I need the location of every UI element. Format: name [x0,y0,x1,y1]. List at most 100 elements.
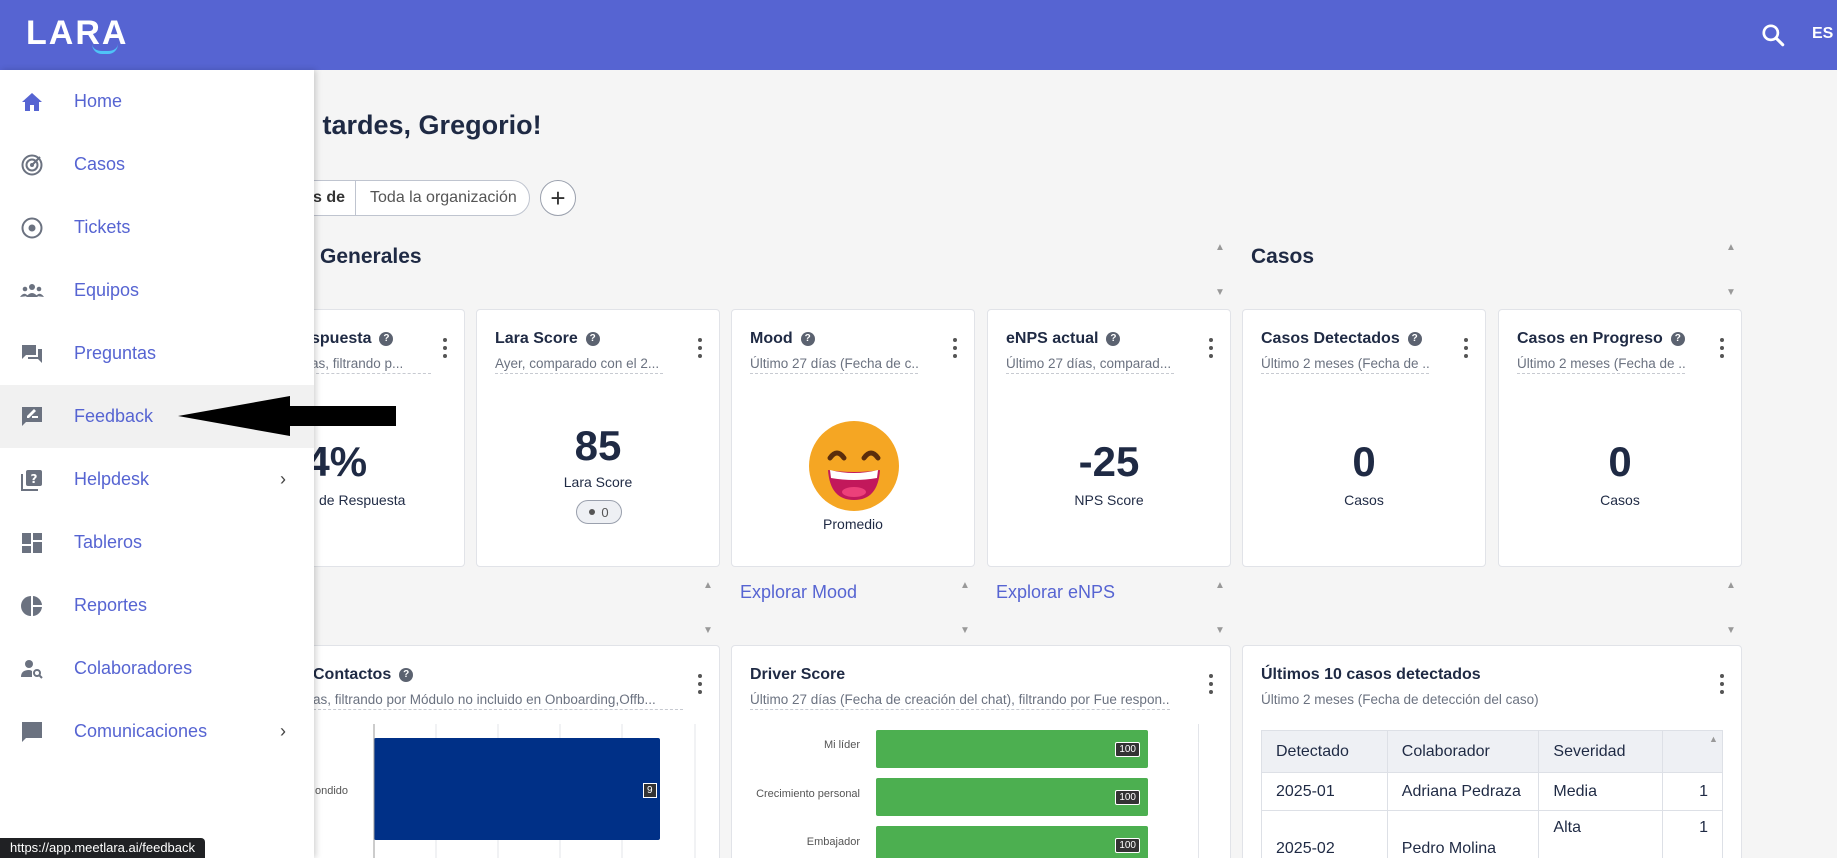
more-options-icon[interactable] [697,674,703,694]
section-scroll-arrows[interactable]: ▲ ▼ [1726,242,1736,298]
help-icon[interactable]: ? [800,332,815,346]
help-icon[interactable]: ? [1670,332,1685,346]
help-icon[interactable]: ? [1106,332,1121,346]
cases-progress-value: 0 [1608,438,1632,485]
card-mood: Mood? Último 27 días (Fecha de c... Prom… [731,309,975,567]
help-icon[interactable]: ? [585,332,600,346]
col-header[interactable]: Colaborador [1386,730,1540,773]
grinning-face-icon [809,421,899,511]
card-title: Últimos 10 casos detectados [1261,666,1481,683]
dashboard-icon [22,532,42,553]
card-subtitle: Último 27 días (Fecha de creación del ch… [750,692,1170,710]
driver-bar-value: 100 [1115,838,1140,853]
card-cases-detected: Casos Detectados? Último 2 meses (Fecha … [1242,309,1486,567]
sidebar-item-label: Equipos [74,280,140,300]
sidebar-item-comunicaciones[interactable]: Comunicaciones › [0,700,314,763]
sidebar-item-home[interactable]: Home [0,70,314,133]
sidebar-item-tickets[interactable]: Tickets [0,196,314,259]
driver-bar: 100 [876,778,1148,816]
section-scroll-arrows[interactable]: ▲ ▼ [1215,242,1225,298]
card-title: Contactos? [313,666,414,684]
cell-severity: Media [1538,772,1664,811]
language-switch[interactable]: ES [1812,25,1834,42]
more-options-icon[interactable] [1208,338,1214,358]
more-options-icon[interactable] [697,338,703,358]
more-options-icon[interactable] [1719,338,1725,358]
card-title: Casos en Progreso? [1517,330,1685,348]
cell-count: 1 [1662,772,1723,811]
sidebar-item-label: Colaboradores [74,658,193,678]
status-bar-url: https://app.meetlara.ai/feedback [0,838,206,858]
table-scroll-up-icon[interactable]: ▲ [1709,734,1718,744]
pie-chart-icon [21,595,42,616]
help-icon[interactable]: ? [1407,332,1422,346]
rate-review-icon [22,406,42,426]
mood-label: Promedio [823,516,883,532]
more-options-icon[interactable] [442,338,448,358]
sidebar-item-reportes[interactable]: Reportes [0,574,314,637]
more-options-icon[interactable] [952,338,958,358]
card-subtitle: Ayer, comparado con el 2... [495,356,663,374]
sidebar-item-tableros[interactable]: Tableros [0,511,314,574]
chevron-right-icon: › [280,721,286,741]
add-filter-button[interactable]: + [540,180,576,216]
driver-bar-value: 100 [1115,742,1140,757]
card-scroll-arrows[interactable]: ▲ ▼ [1726,580,1736,636]
search-icon[interactable] [1760,22,1786,48]
cell-collaborator: Adriana Pedraza [1386,772,1540,811]
driver-bar: 100 [876,730,1148,768]
sidebar-item-label: Helpdesk [74,469,150,489]
table-header-row: Detectado Colaborador Severidad [1261,730,1723,773]
sidebar-item-label: Tableros [74,532,143,552]
dashboard-main: s tardes, Gregorio! s de Toda la organiz… [0,70,1837,858]
col-header [1662,730,1723,773]
sidebar-item-label: Reportes [74,595,148,615]
cell-date: 2025-01 [1261,772,1388,811]
table-row[interactable]: 2025-02 Pedro Molina Alta 1 [1261,810,1723,858]
card-subtitle: Último 2 meses (Fecha de ... [1517,356,1685,374]
card-scroll-arrows[interactable]: ▲ ▼ [960,580,970,636]
enps-label: NPS Score [1074,492,1144,508]
annotation-arrow [178,396,396,436]
filter-scope[interactable]: Toda la organización [370,189,517,206]
card-last-cases: Últimos 10 casos detectados Último 2 mes… [1242,645,1742,858]
card-scroll-arrows[interactable]: ▲ ▼ [703,580,713,636]
card-subtitle: Último 27 días (Fecha de c... [750,356,918,374]
explore-mood-link[interactable]: Explorar Mood [740,582,858,602]
card-title: Lara Score? [495,330,600,348]
more-options-icon[interactable] [1719,674,1725,694]
lara-score-label: Lara Score [563,474,633,490]
card-scroll-arrows[interactable]: ▲ ▼ [1215,580,1225,636]
card-subtitle: Último 2 meses (Fecha de ... [1261,356,1429,374]
table-row[interactable]: 2025-01 Adriana Pedraza Media 1 [1261,772,1723,811]
explore-enps-link[interactable]: Explorar eNPS [996,582,1116,602]
card-title: Mood? [750,330,815,348]
chevron-right-icon: › [280,469,286,489]
message-icon [22,721,42,742]
sidebar-item-colaboradores[interactable]: Colaboradores [0,637,314,700]
help-icon[interactable]: ? [399,668,414,682]
more-options-icon[interactable] [1463,338,1469,358]
logo-swoosh [92,44,118,54]
sidebar-item-preguntas[interactable]: Preguntas [0,322,314,385]
card-title: Driver Score [750,666,846,683]
contacts-bar-label: ondido [315,785,349,797]
sidebar-menu: Home Casos Tickets Equipos Preguntas Fee… [0,70,314,858]
last-cases-table: Detectado Colaborador Severidad 2025-01 … [1261,730,1723,858]
cases-detected-label: Casos [1344,492,1384,508]
col-header[interactable]: Severidad [1538,730,1664,773]
driver-bar-value: 100 [1115,790,1140,805]
col-header[interactable]: Detectado [1261,730,1388,773]
person-search-icon [21,659,43,679]
sidebar-item-label: Feedback [74,406,154,426]
card-title: Casos Detectados? [1261,330,1422,348]
sidebar-item-helpdesk[interactable]: ? Helpdesk › [0,448,314,511]
card-subtitle: Último 2 meses (Fecha de detección del c… [1261,692,1539,707]
help-icon[interactable]: ? [379,332,394,346]
sidebar-item-label: Casos [74,154,126,174]
sidebar-item-equipos[interactable]: Equipos [0,259,314,322]
more-options-icon[interactable] [1208,674,1214,694]
sidebar-item-casos[interactable]: Casos [0,133,314,196]
card-title: eNPS actual? [1006,330,1121,348]
driver-row-label: Crecimiento personal [756,788,860,800]
